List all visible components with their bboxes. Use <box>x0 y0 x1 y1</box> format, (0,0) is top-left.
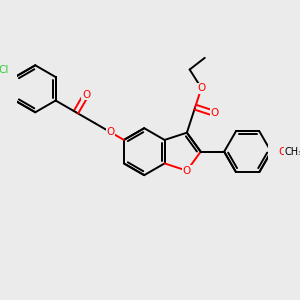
Text: O: O <box>210 108 218 118</box>
Text: O: O <box>197 83 206 93</box>
Text: CH₃: CH₃ <box>285 147 300 157</box>
Text: O: O <box>279 147 287 157</box>
Text: O: O <box>82 90 90 100</box>
Text: O: O <box>183 166 191 176</box>
Text: Cl: Cl <box>0 65 8 75</box>
Text: O: O <box>107 128 115 137</box>
